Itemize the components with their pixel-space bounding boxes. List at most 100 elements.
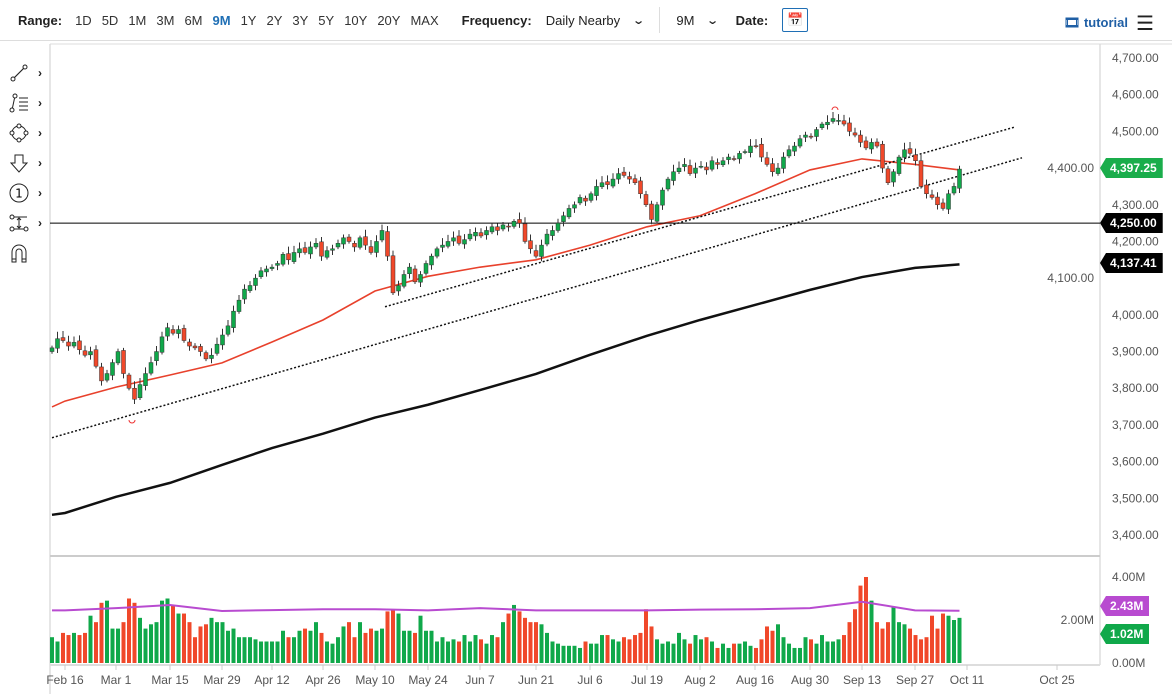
- period-select[interactable]: 9M ⌄: [676, 13, 719, 28]
- range-5y[interactable]: 5Y: [318, 12, 335, 28]
- candle-down: [346, 236, 352, 242]
- chevron-right-icon: ›: [38, 156, 42, 170]
- volume-bar: [204, 624, 208, 663]
- volume-bar: [908, 628, 912, 663]
- volume-bar: [748, 645, 753, 663]
- range-3m[interactable]: 3M: [156, 12, 175, 28]
- volume-bar: [875, 622, 879, 663]
- fib-tool-button[interactable]: ›: [8, 88, 48, 118]
- candle-up: [869, 142, 874, 150]
- toolbar: Range: 1D 5D 1M 3M 6M 9M 1Y 2Y 3Y 5Y 10Y 20Y MAX Fre…: [0, 0, 1172, 41]
- volume-bar: [451, 639, 456, 663]
- frequency-label: Frequency:: [461, 12, 532, 28]
- tutorial-link[interactable]: 🎞 tutorial: [1064, 15, 1128, 31]
- volume-bar: [149, 624, 153, 663]
- volume-bar: [754, 647, 758, 663]
- volume-bar: [165, 598, 170, 663]
- volume-bar: [154, 622, 159, 663]
- volume-bar: [66, 635, 71, 663]
- candle-down: [522, 223, 528, 242]
- x-tick-label: Aug 16: [736, 673, 774, 687]
- marker-tool-button[interactable]: 1 ›: [8, 178, 48, 208]
- candle-up: [588, 193, 594, 201]
- line-tool-button[interactable]: ›: [8, 58, 48, 88]
- volume-tick-label: 2.00M: [1061, 613, 1094, 627]
- candle-down: [82, 350, 88, 356]
- candle-up: [264, 268, 269, 273]
- number-marker-icon: 1: [9, 183, 29, 203]
- volume-bar: [396, 613, 401, 663]
- candle-down: [605, 181, 610, 185]
- svg-text:1: 1: [15, 187, 23, 201]
- candle-down: [852, 132, 858, 136]
- candle-down: [731, 158, 737, 160]
- price-tick-label: 3,900.00: [1112, 345, 1159, 359]
- candle-up: [451, 237, 456, 242]
- measure-tool-button[interactable]: ›: [8, 208, 48, 238]
- calendar-icon[interactable]: 📅: [782, 8, 809, 32]
- volume-bar: [847, 622, 852, 663]
- range-6m[interactable]: 6M: [184, 12, 203, 28]
- volume-bar: [842, 635, 846, 663]
- volume-bar: [902, 624, 907, 663]
- volume-bar: [440, 637, 445, 663]
- range-9m[interactable]: 9M: [212, 12, 231, 28]
- volume-bar: [589, 643, 593, 663]
- trendline-upper: [384, 126, 1016, 308]
- candle-up: [742, 151, 748, 153]
- last-volume-flag: 1.02M: [1100, 624, 1150, 644]
- candle-up: [946, 193, 951, 210]
- volume-bar: [424, 630, 428, 663]
- candle-up: [836, 120, 841, 122]
- volume-bar: [77, 635, 82, 663]
- range-max[interactable]: MAX: [410, 12, 439, 28]
- hamburger-menu-icon[interactable]: ☰: [1136, 13, 1154, 35]
- volume-bar: [138, 617, 142, 663]
- candle-up: [676, 167, 682, 172]
- candle-up: [313, 243, 319, 248]
- range-1y[interactable]: 1Y: [240, 12, 257, 28]
- price-tick-label: 4,600.00: [1112, 88, 1159, 102]
- candle-up: [407, 266, 412, 275]
- volume-bar: [363, 632, 368, 663]
- candle-up: [550, 230, 555, 236]
- range-2y[interactable]: 2Y: [266, 12, 283, 28]
- volume-tick-label: 4.00M: [1112, 570, 1145, 584]
- range-3y[interactable]: 3Y: [292, 12, 309, 28]
- volume-bar: [710, 641, 714, 663]
- range-5d[interactable]: 5D: [101, 12, 119, 28]
- frequency-select[interactable]: Daily Nearby ⌄: [546, 13, 645, 28]
- candle-up: [308, 246, 313, 255]
- range-10y[interactable]: 10Y: [344, 12, 368, 28]
- last-price-flag: 4,397.25: [1100, 158, 1163, 178]
- range-20y[interactable]: 20Y: [377, 12, 401, 28]
- volume-bar: [952, 620, 956, 663]
- candle-up: [143, 373, 148, 386]
- volume-bar: [578, 647, 582, 663]
- candle-down: [627, 176, 632, 180]
- range-1m[interactable]: 1M: [128, 12, 147, 28]
- candle-down: [885, 168, 891, 184]
- volume-bar: [528, 622, 533, 663]
- volume-bar: [358, 622, 362, 663]
- candle-down: [412, 268, 418, 283]
- arrow-tool-button[interactable]: ›: [8, 148, 48, 178]
- price-tick-label: 4,200.00: [1112, 234, 1159, 248]
- shape-tool-button[interactable]: ›: [8, 118, 48, 148]
- volume-tick-label: 0.00M: [1112, 656, 1145, 670]
- volume-bar: [242, 637, 247, 663]
- x-tick-label: Sep 27: [896, 673, 934, 687]
- candle-up: [429, 255, 434, 266]
- candle-up: [693, 167, 698, 174]
- candle-down: [759, 143, 764, 158]
- chevron-right-icon: ›: [38, 216, 42, 230]
- price-tick-label: 4,500.00: [1112, 124, 1159, 138]
- volume-bar: [72, 632, 76, 663]
- date-label: Date:: [735, 12, 769, 28]
- candle-up: [225, 325, 231, 335]
- candle-down: [319, 241, 324, 257]
- volume-bar: [655, 639, 659, 663]
- range-1d[interactable]: 1D: [75, 12, 92, 28]
- magnet-button[interactable]: [8, 238, 48, 268]
